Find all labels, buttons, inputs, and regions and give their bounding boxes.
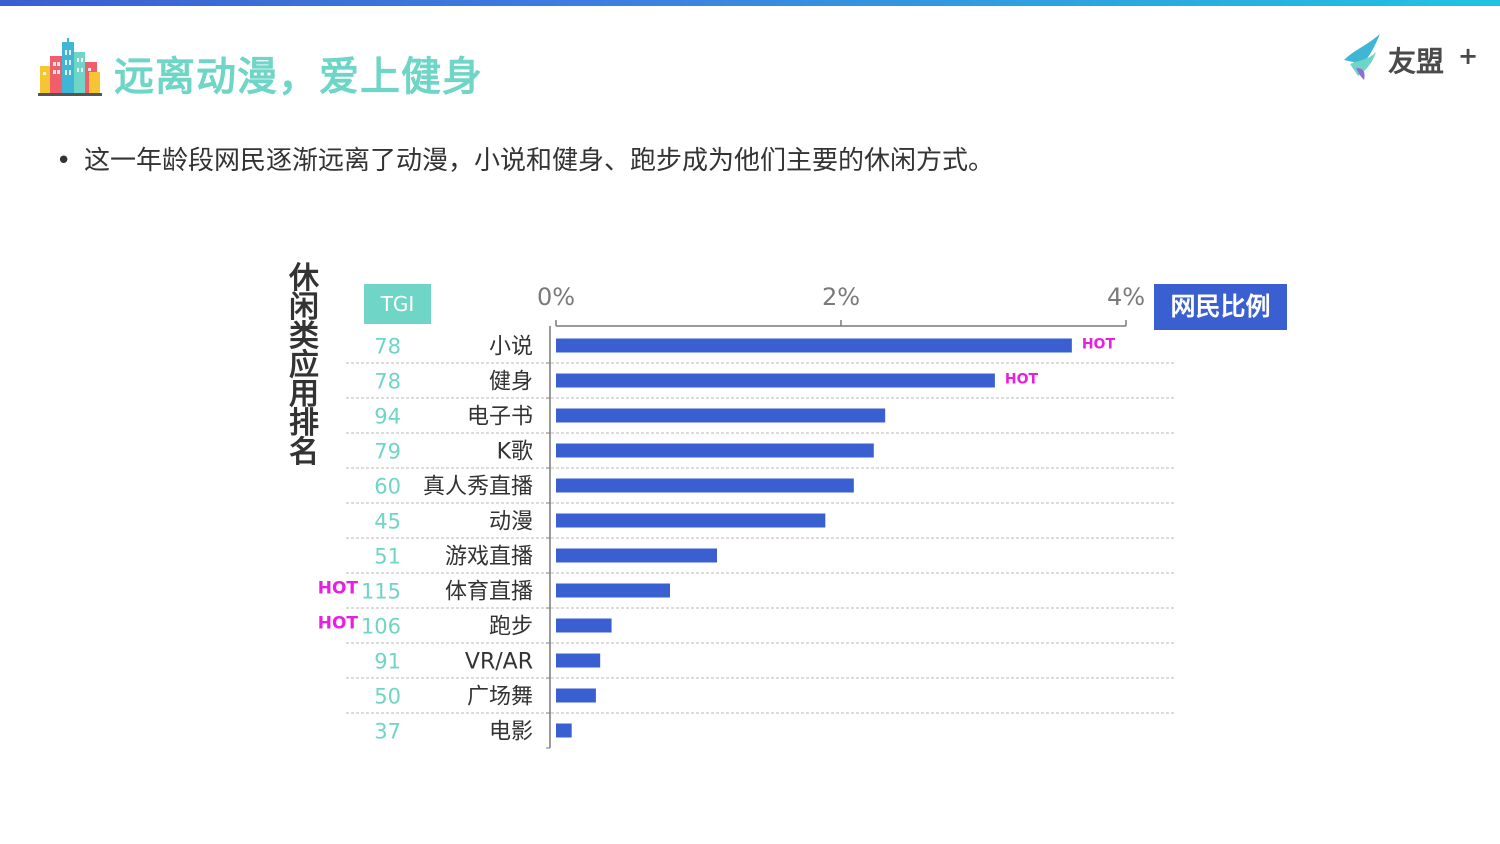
- bar-hot-label: HOT: [1082, 337, 1116, 353]
- y-axis-title-char: 用: [289, 377, 319, 412]
- y-axis-title-char: 名: [289, 435, 319, 470]
- category-label: 广场舞: [467, 685, 533, 710]
- bar: [556, 443, 874, 458]
- y-axis-title-char: 应: [289, 348, 319, 383]
- bar-hot-label: HOT: [1005, 372, 1039, 388]
- tgi-value: 79: [374, 440, 401, 464]
- tgi-value: 91: [374, 650, 401, 674]
- y-axis-title-char: 排: [289, 406, 319, 441]
- bar: [556, 513, 826, 528]
- bullet-sentence: 这一年龄段网民逐渐远离了动漫，小说和健身、跑步成为他们主要的休闲方式。: [84, 146, 995, 176]
- tgi-value: 78: [374, 335, 401, 359]
- x-tick-label: 0%: [537, 283, 575, 311]
- tgi-hot-label: HOT: [318, 614, 359, 634]
- bar: [556, 373, 995, 388]
- y-axis-title-char: 休: [289, 261, 319, 296]
- category-label: 跑步: [489, 615, 533, 640]
- category-label: 小说: [489, 335, 533, 360]
- category-label: 电影: [489, 720, 533, 745]
- y-axis-title: 休闲类应用排名: [286, 261, 322, 470]
- bullet-text: • 这一年龄段网民逐渐远离了动漫，小说和健身、跑步成为他们主要的休闲方式。: [56, 140, 994, 177]
- tgi-value: 106: [361, 615, 401, 639]
- tgi-value: 94: [374, 405, 401, 429]
- x-tick-label: 2%: [822, 283, 860, 311]
- category-label: 体育直播: [445, 580, 533, 605]
- tgi-value: 51: [374, 545, 401, 569]
- tgi-value: 115: [361, 580, 401, 604]
- tgi-value: 45: [374, 510, 401, 534]
- category-label: 游戏直播: [445, 545, 533, 570]
- bar: [556, 478, 854, 493]
- y-axis-title-char: 类: [289, 319, 319, 354]
- category-label: 动漫: [489, 510, 533, 535]
- tgi-value: 60: [374, 475, 401, 499]
- bar: [556, 653, 601, 668]
- bar: [556, 408, 886, 423]
- tgi-value: 37: [374, 720, 401, 744]
- y-axis-title-char: 闲: [289, 290, 319, 325]
- tgi-header: TGI: [364, 284, 431, 324]
- category-label: 真人秀直播: [423, 475, 533, 500]
- bar: [556, 618, 612, 633]
- bar: [556, 548, 718, 563]
- bar: [556, 583, 670, 598]
- top-accent-bar: [0, 0, 1500, 6]
- bar: [556, 723, 572, 738]
- bullet-dot-icon: •: [56, 146, 72, 176]
- brand-name: 友盟: [1388, 45, 1445, 78]
- bar: [556, 688, 596, 703]
- x-tick-label: 4%: [1107, 283, 1145, 311]
- category-label: K歌: [497, 440, 533, 465]
- tgi-value: 78: [374, 370, 401, 394]
- legend-series-label: 网民比例: [1154, 284, 1287, 330]
- city-buildings-icon: [38, 38, 102, 96]
- category-label: VR/AR: [465, 650, 533, 675]
- category-label: 健身: [489, 370, 533, 395]
- brand-plus: +: [1458, 42, 1479, 70]
- tgi-value: 50: [374, 685, 401, 709]
- page-title: 远离动漫，爱上健身: [114, 54, 483, 100]
- bar: [556, 338, 1072, 353]
- tgi-hot-label: HOT: [318, 579, 359, 599]
- category-label: 电子书: [467, 405, 533, 430]
- umeng-logo-icon: [1344, 34, 1380, 80]
